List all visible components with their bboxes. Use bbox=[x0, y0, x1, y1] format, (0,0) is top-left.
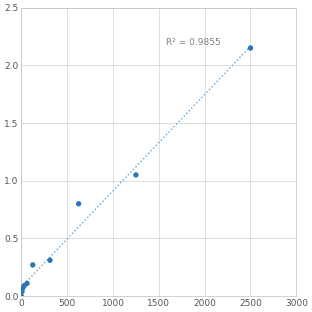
Point bbox=[19, 294, 24, 299]
Text: R² = 0.9855: R² = 0.9855 bbox=[166, 38, 221, 47]
Point bbox=[134, 173, 139, 178]
Point bbox=[248, 46, 253, 51]
Point bbox=[25, 281, 30, 286]
Point bbox=[47, 258, 52, 263]
Point bbox=[30, 262, 35, 267]
Point bbox=[76, 201, 81, 206]
Point bbox=[20, 285, 25, 290]
Point bbox=[20, 289, 25, 294]
Point bbox=[22, 283, 27, 288]
